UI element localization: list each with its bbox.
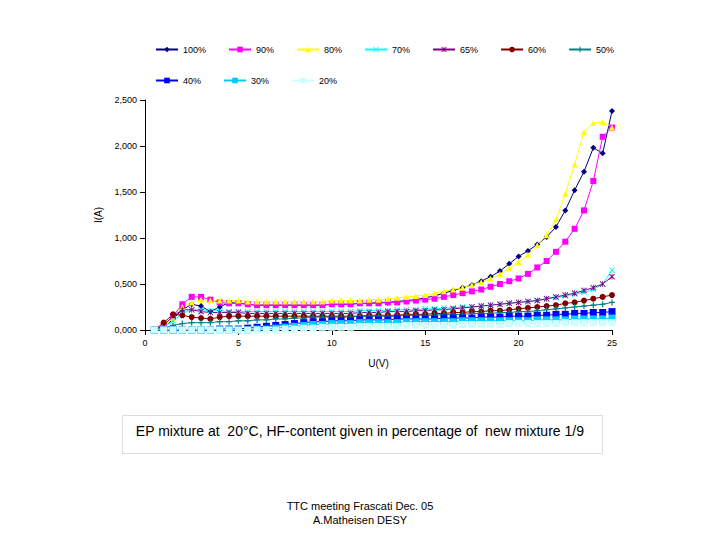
svg-text:25: 25 <box>607 338 617 348</box>
svg-text:A.Matheisen DESY: A.Matheisen DESY <box>313 514 408 526</box>
svg-text:15: 15 <box>420 338 430 348</box>
svg-text:50%: 50% <box>596 45 614 55</box>
svg-text:0,000: 0,000 <box>114 325 137 335</box>
svg-text:60%: 60% <box>528 45 546 55</box>
svg-text:1,500: 1,500 <box>114 187 137 197</box>
svg-text:90%: 90% <box>256 45 274 55</box>
svg-text:2,000: 2,000 <box>114 141 137 151</box>
svg-text:0,500: 0,500 <box>114 279 137 289</box>
svg-text:30%: 30% <box>251 76 269 86</box>
svg-text:100%: 100% <box>183 45 206 55</box>
svg-text:20%: 20% <box>319 76 337 86</box>
svg-text:U(V): U(V) <box>368 358 389 369</box>
svg-text:1,000: 1,000 <box>114 233 137 243</box>
svg-text:65%: 65% <box>460 45 478 55</box>
svg-text:70%: 70% <box>392 45 410 55</box>
svg-text:40%: 40% <box>183 76 201 86</box>
svg-text:5: 5 <box>236 338 241 348</box>
svg-text:EP mixture at 20°C, HF-conten: EP mixture at 20°C, HF-content given in … <box>136 423 584 439</box>
svg-text:0: 0 <box>142 338 147 348</box>
svg-text:10: 10 <box>327 338 337 348</box>
svg-text:20: 20 <box>514 338 524 348</box>
svg-text:80%: 80% <box>324 45 342 55</box>
svg-text:TTC meeting Frascati Dec. 05: TTC meeting Frascati Dec. 05 <box>287 500 434 512</box>
svg-text:I(A): I(A) <box>93 207 104 223</box>
svg-text:2,500: 2,500 <box>114 95 137 105</box>
